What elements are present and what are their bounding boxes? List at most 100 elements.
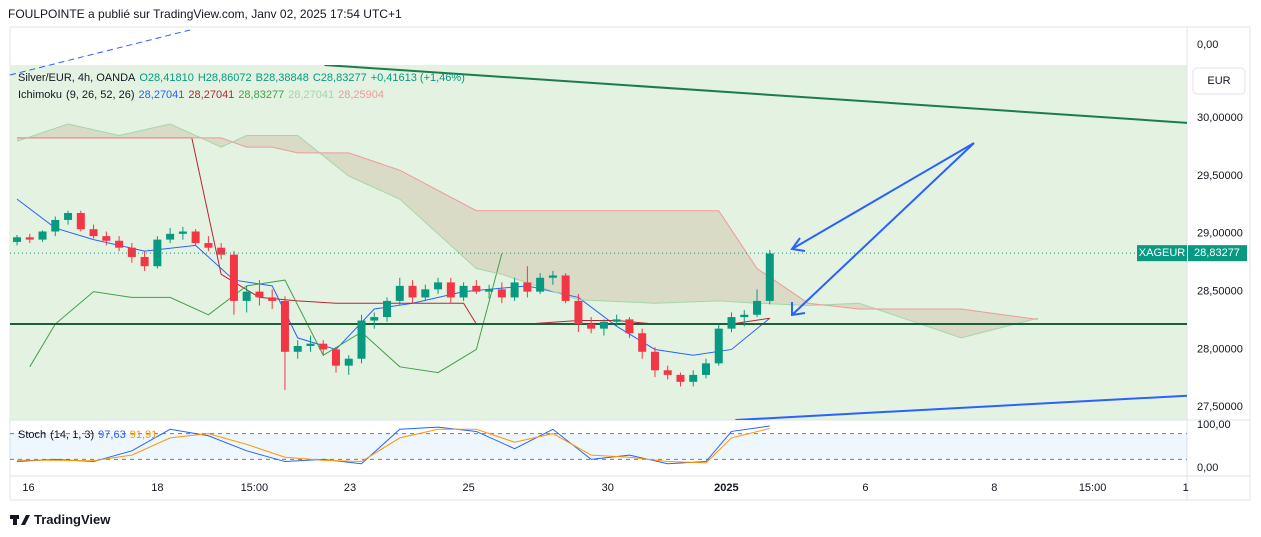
- candle-body: [51, 219, 60, 232]
- candle-body: [650, 351, 659, 371]
- x-tick-label: 8: [991, 482, 997, 494]
- stoch-tick-label: 100,00: [1197, 419, 1231, 431]
- candle-body: [306, 343, 315, 346]
- y-tick-label: 29,50000: [1197, 170, 1243, 182]
- arrows: [790, 142, 975, 317]
- candle-body: [280, 300, 289, 352]
- candle-body: [459, 285, 468, 298]
- candle-body: [319, 343, 328, 350]
- symbol-tag-bg: [1137, 245, 1187, 262]
- candle-body: [178, 231, 187, 234]
- x-tick-label: 18: [151, 482, 163, 494]
- stoch-line: [17, 427, 770, 464]
- candle-body: [242, 291, 251, 301]
- legend-high: H28,86072: [197, 72, 252, 84]
- legend-value: 28,25904: [338, 89, 384, 101]
- upper-tick-label: 0,00: [1197, 39, 1218, 51]
- candle-body: [217, 247, 226, 255]
- symbol-tag: XAGEUR: [1139, 247, 1186, 259]
- candle-body: [357, 320, 366, 359]
- candle-body: [76, 213, 85, 230]
- x-tick-label: 25: [463, 482, 475, 494]
- channel-bg: [10, 65, 1187, 420]
- x-tick-label: 15:00: [241, 482, 269, 494]
- candle-body: [191, 231, 200, 244]
- candle-body: [599, 321, 608, 329]
- candle-body: [663, 370, 672, 375]
- legend-value: 91,91: [129, 429, 158, 441]
- price-tag-bg: [1188, 245, 1247, 262]
- candle-body: [127, 247, 136, 257]
- header: FOULPOINTE a publié sur TradingView.com,…: [8, 7, 402, 21]
- stoch-tick-label: 0,00: [1197, 462, 1218, 474]
- candle-body: [485, 289, 494, 292]
- candle-body: [612, 319, 621, 322]
- x-tick-label: 15:00: [1079, 482, 1107, 494]
- currency: EUR: [1207, 75, 1230, 87]
- ichimoku-line: [17, 137, 1038, 320]
- y-tick-label: 29,00000: [1197, 228, 1243, 240]
- candle-body: [701, 363, 710, 375]
- legend-value: 97,63: [98, 429, 126, 441]
- candle-body: [153, 239, 162, 267]
- candle-body: [64, 213, 73, 220]
- candle-body: [676, 374, 685, 382]
- legend-low: B28,38848: [255, 72, 309, 84]
- candle-body: [472, 285, 481, 292]
- candle-body: [625, 319, 634, 334]
- candle-body: [434, 282, 443, 290]
- tv-logo: [10, 515, 30, 525]
- axes: 0,00 30,00000 29,50000 29,00000 28,50000 28,0…: [22, 39, 1247, 494]
- currency-box[interactable]: [1192, 67, 1246, 95]
- legend-value: 28,27041: [188, 89, 235, 101]
- candle-body: [102, 236, 111, 241]
- legend-row: Silver/EUR, 4h, OANDA O28,41810 H28,8607…: [18, 72, 465, 84]
- candle-body: [587, 324, 596, 329]
- candle-body: [561, 275, 570, 301]
- y-tick-label: 28,50000: [1197, 286, 1243, 298]
- candle-body: [229, 254, 238, 301]
- candle-body: [115, 240, 124, 248]
- candle-body: [510, 282, 519, 298]
- candle-body: [497, 289, 506, 298]
- trendline: [735, 394, 1187, 420]
- candle-body: [268, 297, 277, 301]
- x-tick-label: 30: [602, 482, 614, 494]
- legend-change: +0,41613 (+1,46%): [370, 72, 465, 84]
- dashed-line: [9, 29, 191, 76]
- candle-body: [753, 300, 762, 315]
- candle-body: [140, 256, 149, 267]
- candle-body: [383, 300, 392, 318]
- candle-body: [370, 317, 379, 321]
- candle-body: [714, 328, 723, 364]
- candle-body: [13, 237, 22, 242]
- candle-body: [395, 285, 404, 301]
- candle-body: [204, 243, 213, 248]
- candle-body: [255, 291, 264, 298]
- indicator-name: Ichimoku: [18, 89, 63, 101]
- footer: TradingView: [34, 512, 111, 527]
- candle-body: [166, 233, 175, 240]
- x-tick-label: 1: [1183, 482, 1189, 494]
- legend-value: 28,83277: [238, 89, 285, 101]
- y-tick-label: 30,00000: [1197, 112, 1243, 124]
- candle-body: [25, 237, 34, 240]
- ichimoku-line: [29, 253, 503, 374]
- legend-row: Stoch (14, 1, 3) 97,63 91,91: [18, 429, 157, 441]
- indicator-name: Stoch: [18, 429, 47, 441]
- x-tick-label: 6: [862, 482, 868, 494]
- candle-body: [89, 229, 98, 237]
- indicator-params: (9, 26, 52, 26): [66, 89, 135, 101]
- ichimoku-cloud: [17, 123, 1038, 338]
- candle-body: [344, 358, 353, 366]
- candle-body: [523, 282, 532, 292]
- candle-body: [548, 275, 557, 278]
- indicator-params: (14, 1, 3): [50, 429, 95, 441]
- legend-row: Ichimoku (9, 26, 52, 26) 28,27041 28,2704…: [18, 89, 384, 101]
- candle-body: [331, 349, 340, 366]
- candle-body: [689, 374, 698, 382]
- x-tick-label: 23: [344, 482, 356, 494]
- candle-body: [446, 282, 455, 298]
